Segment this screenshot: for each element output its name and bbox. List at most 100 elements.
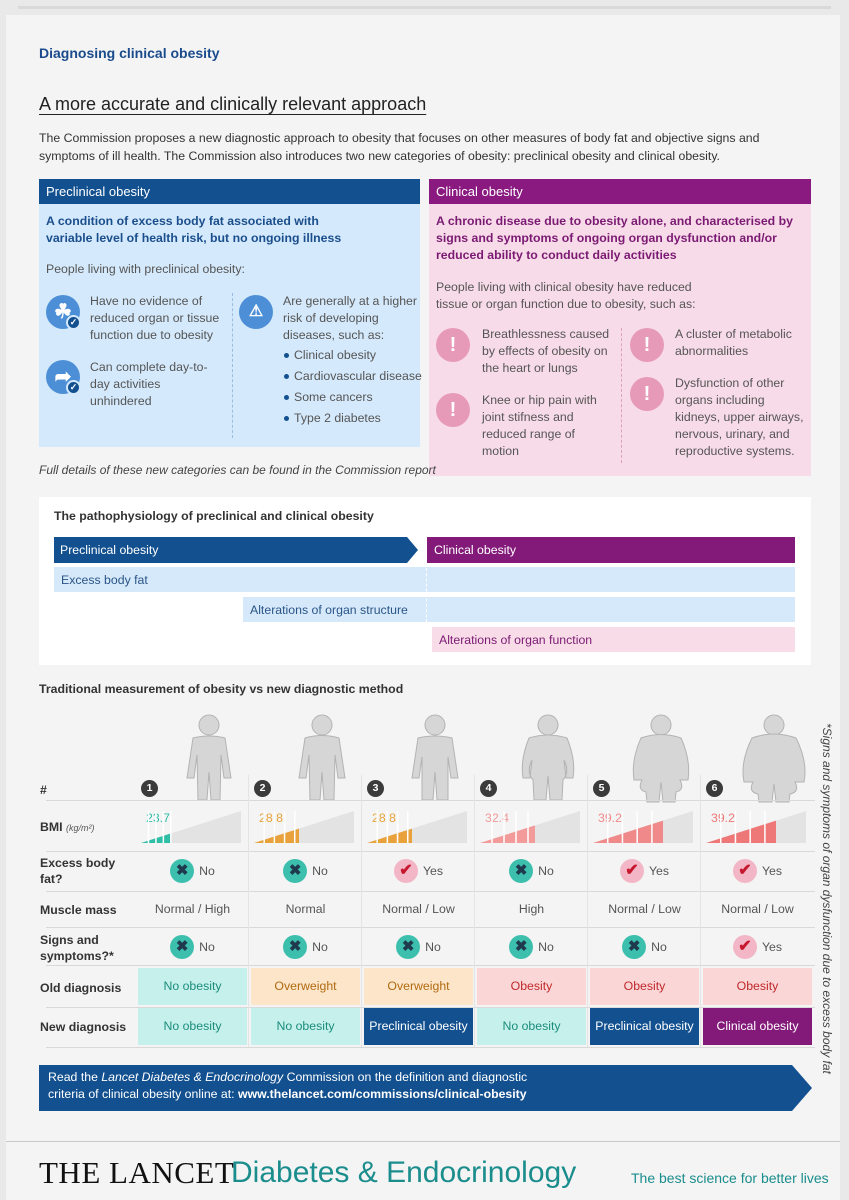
section-title: Diagnosing clinical obesity [39, 45, 220, 61]
warning-triangle-icon: ⚠ [239, 295, 273, 329]
preclinical-arrow [54, 537, 418, 563]
row-divider [46, 800, 815, 801]
preclinical-item-risk: Are generally at a higher risk of develo… [283, 294, 417, 342]
label-old-diagnosis: Old diagnosis [40, 981, 122, 995]
label-bmi-unit: (kg/m²) [65, 823, 95, 833]
answer-text: No [538, 940, 554, 954]
bmi-gauge-fill [706, 820, 776, 843]
preclinical-people-label: People living with preclinical obesity: [46, 262, 245, 276]
preclinical-item-no-evidence: Have no evidence of reduced organ or tis… [90, 294, 220, 342]
pathophysiology-title: The pathophysiology of preclinical and c… [54, 509, 374, 523]
footnote: Full details of these new categories can… [39, 463, 436, 477]
clinical-item-joint-pain: Knee or hip pain with joint stifness and… [482, 393, 597, 458]
muscle-mass-cell: High [518, 902, 545, 916]
excess-fat-cell: ✖ No [136, 859, 249, 883]
column-divider [700, 775, 701, 1047]
column-divider [474, 775, 475, 1047]
bmi-gauge-fill [480, 825, 535, 843]
signs-cell: ✖ No [588, 935, 701, 959]
label-signs: Signs and symptoms?* [40, 933, 114, 963]
cross-icon: ✖ [509, 859, 534, 883]
answer-text: No [425, 940, 441, 954]
answer-text: Yes [648, 864, 670, 878]
cross-icon: ✖ [622, 935, 647, 959]
label-new-diagnosis: New diagnosis [40, 1020, 127, 1034]
page-subtitle: A more accurate and clinically relevant … [39, 94, 427, 114]
cta-arrow-shape [39, 1065, 812, 1111]
check-icon: ✔ [619, 859, 644, 883]
preclinical-box [39, 204, 420, 447]
disease-item: Cardiovascular disease [283, 366, 422, 387]
cta-line2-pre: criteria of clinical obesity online at: [48, 1087, 239, 1101]
bmi-gauge-track [367, 811, 467, 843]
top-bar [0, 0, 849, 16]
bmi-gauge [480, 811, 580, 843]
person-number-badge: 6 [706, 780, 723, 797]
bmi-gauge [706, 811, 806, 843]
bmi-gauge-track [254, 811, 354, 843]
disease-item: Type 2 diabetes [283, 408, 422, 429]
person-number-badge: 2 [254, 780, 271, 797]
answer-text: No [199, 864, 215, 878]
footer-divider [6, 1141, 840, 1142]
check-badge-icon: ✓ [66, 315, 81, 330]
old-diagnosis-box: Obesity [477, 968, 586, 1005]
preclinical-header: Preclinical obesity [39, 179, 420, 204]
preclinical-divider [232, 293, 233, 438]
cross-icon: ✖ [170, 859, 195, 883]
exclamation-icon: ! [436, 393, 470, 427]
infographic-page: Diagnosing clinical obesity A more accur… [6, 15, 840, 1200]
person-silhouette-4 [521, 714, 575, 801]
side-note: *Signs and symptoms of organ dysfunction… [820, 723, 834, 1074]
person-number-badge: 5 [593, 780, 610, 797]
column-divider [248, 775, 249, 1047]
check-icon: ✔ [732, 859, 757, 883]
cta-journal-name: Lancet Diabetes & Endocrinology [101, 1070, 284, 1084]
muscle-mass-cell: Normal / Low [382, 902, 455, 916]
muscle-mass-cell: Normal / Low [608, 902, 681, 916]
person-number-badge: 3 [367, 780, 384, 797]
label-excess-fat: Excess body fat? [40, 856, 116, 886]
muscle-mass-cell: Normal / High [154, 902, 231, 916]
answer-text: Yes [422, 864, 444, 878]
disease-item: Clinical obesity [283, 345, 422, 366]
preclinical-item-activities: Can complete day-to-day activities unhin… [90, 360, 208, 408]
clinical-item-breathlessness: Breathlessness caused by effects of obes… [482, 327, 610, 375]
new-diagnosis-box: No obesity [138, 1008, 247, 1045]
journal-logo: Diabetes & Endocrinology [231, 1156, 577, 1189]
bmi-gauge [367, 811, 467, 843]
bmi-value: 39.2 [711, 811, 735, 825]
check-badge-icon: ✓ [66, 380, 81, 395]
cta-url-link[interactable]: www.thelancet.com/commissions/clinical-o… [238, 1087, 527, 1101]
old-diagnosis-box: Overweight [364, 968, 473, 1005]
bmi-gauge-fill [254, 828, 299, 843]
label-number: # [40, 783, 47, 797]
clinical-header: Clinical obesity [429, 179, 811, 204]
person-silhouette-5 [632, 714, 690, 803]
new-diagnosis-box: Clinical obesity [703, 1008, 812, 1045]
clinical-people-label: People living with clinical obesity have… [436, 280, 696, 311]
cross-icon: ✖ [283, 935, 308, 959]
cross-icon: ✖ [283, 859, 308, 883]
excess-fat-cell: ✖ No [475, 859, 588, 883]
patho-divider [426, 563, 427, 658]
excess-fat-bar: Excess body fat [54, 567, 795, 592]
old-diagnosis-box: No obesity [138, 968, 247, 1005]
answer-text: No [651, 940, 667, 954]
cta-line1-pre: Read the [48, 1070, 102, 1084]
signs-cell: ✖ No [362, 935, 475, 959]
column-divider [587, 775, 588, 1047]
exclamation-icon: ! [630, 328, 664, 362]
old-diagnosis-box: Obesity [590, 968, 699, 1005]
bmi-gauge [254, 811, 354, 843]
clinical-item-metabolic: A cluster of metabolic abnormalities [675, 327, 792, 358]
answer-text: No [312, 940, 328, 954]
organ-function-bar: Alterations of organ function [432, 627, 795, 652]
bmi-value: 32.4 [485, 811, 509, 825]
new-diagnosis-box: Preclinical obesity [364, 1008, 473, 1045]
person-silhouette-3 [411, 714, 459, 801]
disease-item: Some cancers [283, 387, 422, 408]
clinical-divider [621, 328, 622, 463]
clinical-item-other-organs: Dysfunction of other organs including ki… [675, 376, 804, 458]
row-divider [46, 965, 815, 966]
